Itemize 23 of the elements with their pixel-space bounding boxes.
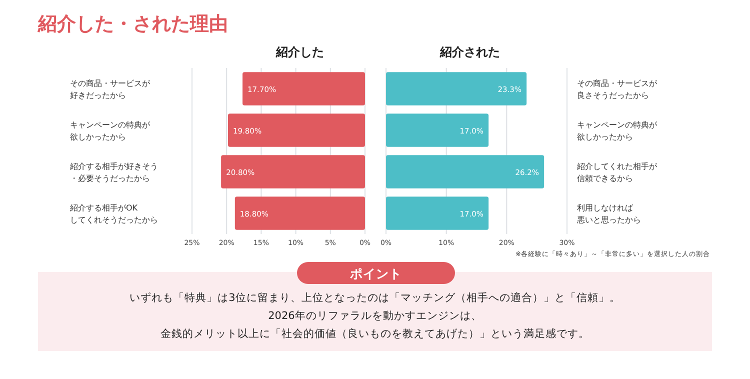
text: ポイント — [349, 266, 402, 281]
y-tick-label: 利用しなければ悪いと思ったから — [576, 203, 641, 224]
bar — [242, 72, 365, 106]
chart-title: 紹介された — [439, 45, 500, 59]
text: いずれも「特典」は3位に留まり、上位となったのは「マッチング（相手への適合）」と「信頼」。 — [130, 291, 620, 304]
bar — [386, 155, 544, 188]
y-tick-label: 紹介する相手がOKしてくれそうだったから — [69, 203, 158, 224]
bar — [386, 114, 489, 147]
y-tick-label: その商品・サービスが好きだったから — [70, 78, 151, 100]
text: 紹介した・された理由 — [37, 13, 228, 35]
y-tick-label: 紹介してくれた相手が信頼できるから — [576, 162, 658, 183]
bar — [386, 196, 489, 230]
text: 金銭的メリット以上に「社会的価値（良いものを教えてあげた）」という満足感です。 — [160, 327, 590, 340]
bar — [221, 155, 365, 188]
y-tick-label: キャンペーンの特典が欲しかったから — [70, 120, 151, 142]
y-tick-label: キャンペーンの特典が欲しかったから — [577, 120, 658, 142]
chart-title: 紹介した — [275, 45, 324, 59]
y-tick-label: その商品・サービスが良さそうだったから — [577, 78, 658, 100]
text: 2026年のリファラルを動かすエンジンは、 — [268, 310, 482, 322]
bar — [234, 196, 365, 230]
y-tick-label: 紹介する相手が好きそう・必要そうだったから — [69, 162, 158, 183]
bar — [228, 114, 365, 147]
bar — [386, 72, 527, 106]
